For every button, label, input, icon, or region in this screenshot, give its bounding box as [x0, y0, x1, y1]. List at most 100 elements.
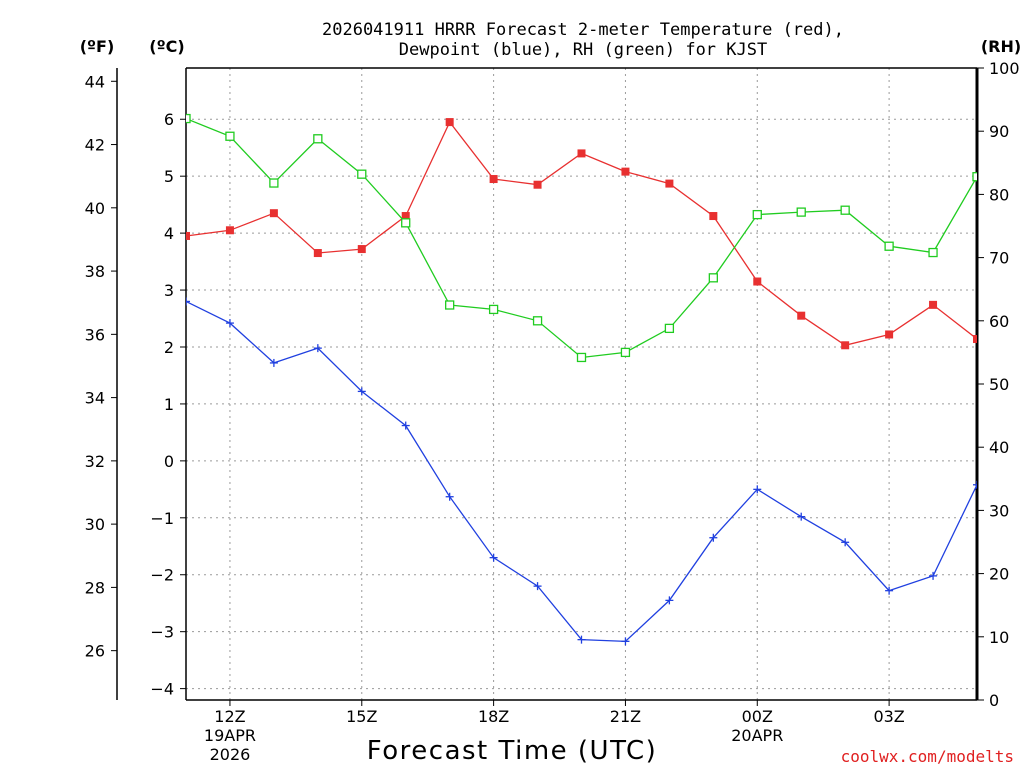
- x-tick-label: 21Z: [610, 707, 641, 726]
- rh-point: [313, 134, 323, 144]
- fahrenheit-tick-label: 30: [85, 515, 105, 534]
- rh-tick-label: 10: [989, 628, 1009, 647]
- celsius-tick-label: 3: [164, 281, 174, 300]
- celsius-tick-label: 4: [164, 224, 174, 243]
- x-tick-label: 00Z: [742, 707, 773, 726]
- rh-point: [752, 209, 762, 220]
- temperature-point: [533, 180, 542, 189]
- dewpoint-point: [445, 492, 454, 501]
- rh-point: [532, 316, 543, 326]
- dewpoint-point: [929, 571, 938, 580]
- temperature-point: [489, 175, 498, 184]
- celsius-unit-label: (ºC): [149, 37, 184, 56]
- dewpoint-point: [269, 358, 278, 367]
- rh-point: [928, 247, 938, 258]
- celsius-tick-label: −2: [150, 566, 174, 585]
- rh-point: [357, 169, 367, 179]
- rh-tick-label: 40: [989, 438, 1009, 457]
- celsius-tick-label: 2: [164, 338, 174, 357]
- fahrenheit-tick-label: 38: [85, 262, 105, 281]
- temperature-point: [929, 300, 938, 309]
- celsius-tick-label: −3: [150, 623, 174, 642]
- rh-tick-label: 50: [989, 375, 1009, 394]
- dewpoint-point: [225, 319, 234, 328]
- dewpoint-point: [489, 553, 498, 562]
- temperature-point: [445, 118, 454, 127]
- temperature-point: [401, 212, 410, 221]
- temperature-point: [885, 330, 894, 339]
- rh-point: [225, 131, 235, 141]
- celsius-tick-label: 0: [164, 452, 174, 471]
- rh-point: [488, 304, 499, 315]
- temperature-point: [753, 277, 762, 286]
- celsius-tick-label: −4: [150, 680, 174, 699]
- dewpoint-point: [186, 297, 190, 306]
- rh-point: [576, 352, 587, 363]
- temperature-point: [841, 341, 850, 350]
- rh-point: [664, 323, 675, 334]
- fahrenheit-tick-label: 28: [85, 578, 105, 597]
- chart-title-line1: 2026041911 HRRR Forecast 2-meter Tempera…: [322, 20, 844, 40]
- dewpoint-line: [186, 300, 977, 643]
- x-axis-title: Forecast Time (UTC): [367, 736, 658, 766]
- chart-title-line2: Dewpoint (blue), RH (green) for KJST: [399, 40, 767, 60]
- fahrenheit-tick-label: 36: [85, 325, 105, 344]
- dewpoint-point: [973, 480, 977, 489]
- fahrenheit-tick-label: 34: [85, 389, 105, 408]
- celsius-tick-label: 1: [164, 395, 174, 414]
- watermark: coolwx.com/modelts: [841, 747, 1014, 766]
- dewpoint-point: [357, 387, 366, 396]
- temperature-point: [577, 149, 586, 158]
- temperature-point: [709, 212, 718, 221]
- rh-unit-label: (RH): [981, 37, 1021, 56]
- dewpoint-point: [533, 582, 542, 591]
- dewpoint-point: [401, 421, 410, 430]
- temperature-point: [313, 249, 322, 258]
- temperature-point: [357, 245, 366, 254]
- rh-tick-label: 0: [989, 691, 999, 710]
- rh-point: [186, 113, 191, 124]
- rh-tick-label: 70: [989, 249, 1009, 268]
- rh-point: [972, 172, 977, 182]
- x-tick-label: 12Z: [214, 707, 245, 726]
- temperature-point: [665, 179, 674, 188]
- rh-tick-label: 60: [989, 312, 1009, 331]
- fahrenheit-tick-label: 44: [85, 72, 105, 91]
- rh-point: [269, 178, 279, 188]
- celsius-tick-label: 6: [164, 110, 174, 129]
- dewpoint-point: [885, 586, 894, 595]
- dewpoint-point: [841, 538, 850, 547]
- x-tick-label: 18Z: [478, 707, 509, 726]
- temperature-point: [269, 209, 278, 218]
- dewpoint-point: [797, 512, 806, 521]
- x-tick-label: 2026: [210, 745, 251, 764]
- temperature-point: [973, 335, 977, 344]
- celsius-tick-label: −1: [150, 509, 174, 528]
- fahrenheit-tick-label: 26: [85, 642, 105, 661]
- rh-tick-label: 90: [989, 122, 1009, 141]
- dewpoint-point: [313, 344, 322, 353]
- x-tick-label: 15Z: [346, 707, 377, 726]
- rh-point: [401, 218, 411, 228]
- rh-point: [840, 205, 850, 215]
- dewpoint-point: [577, 635, 586, 644]
- rh-tick-label: 100: [989, 59, 1020, 78]
- celsius-tick-label: 5: [164, 167, 174, 186]
- rh-point: [620, 347, 631, 358]
- dewpoint-point: [753, 485, 762, 494]
- fahrenheit-tick-label: 32: [85, 452, 105, 471]
- temperature-point: [186, 231, 190, 240]
- rh-point: [796, 207, 806, 217]
- dewpoint-point: [621, 637, 630, 646]
- temperature-point: [225, 226, 234, 235]
- fahrenheit-tick-label: 42: [85, 136, 105, 155]
- rh-tick-label: 30: [989, 501, 1009, 520]
- temperature-point: [621, 167, 630, 176]
- dewpoint-point: [665, 596, 674, 605]
- grid-lines: [186, 68, 977, 700]
- rh-tick-label: 80: [989, 185, 1009, 204]
- dewpoint-point: [709, 533, 718, 542]
- series-layer: [186, 113, 977, 646]
